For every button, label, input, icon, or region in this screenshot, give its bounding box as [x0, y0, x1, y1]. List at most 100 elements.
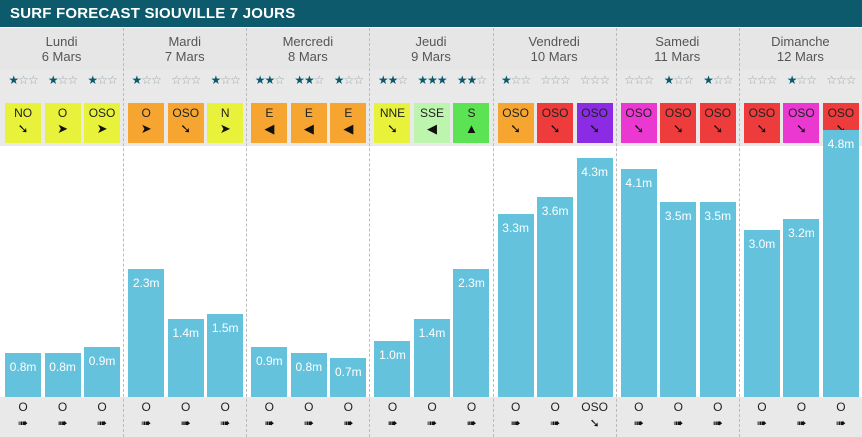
- wave-height-label: 3.5m: [664, 209, 692, 223]
- swell-direction-label: O: [57, 400, 68, 414]
- day-name: Mercredi: [282, 34, 334, 49]
- wind-direction: OSO: [502, 106, 529, 120]
- star-filled-icon: ★: [8, 73, 19, 87]
- wave-height-label: 1.0m: [379, 348, 406, 362]
- swell-direction: O ➠: [291, 397, 327, 437]
- stars-strip: [123, 70, 247, 94]
- wind-arrow-icon: ➘: [795, 121, 807, 136]
- swell-direction: O ➠: [621, 397, 657, 437]
- wind-box: OSO ➘: [743, 103, 780, 143]
- star-empty-icon: ☆: [520, 73, 532, 87]
- wave-height-bar: 3.0m: [743, 230, 780, 397]
- wind-direction: OSO: [664, 106, 692, 120]
- rating-stars: ☆☆☆: [742, 73, 782, 91]
- day-separator: [738, 28, 740, 437]
- swell-arrow-icon: ➠: [387, 416, 398, 430]
- wave-height-bar: 2.3m: [453, 269, 490, 397]
- wind-arrow-icon: ➘: [756, 121, 768, 136]
- star-filled-icon: ★: [294, 73, 305, 87]
- swell-arrow-icon: ➠: [835, 416, 846, 430]
- wind-box: E ◀: [251, 103, 288, 143]
- wave-height-bar: 0.9m: [251, 347, 288, 397]
- rating-stars: ☆☆☆: [535, 73, 575, 91]
- swell-direction: OSO ➘: [577, 397, 613, 437]
- wind-direction: SSE: [419, 106, 444, 120]
- wave-height-label: 1.4m: [172, 326, 200, 340]
- swell-arrow-icon: ➠: [180, 416, 191, 430]
- star-empty-icon: ☆: [106, 73, 118, 87]
- star-filled-icon: ★: [264, 73, 275, 87]
- stars-strip: [0, 70, 124, 94]
- day-name: Mardi: [168, 34, 201, 49]
- day-name: Lundi: [45, 34, 78, 49]
- rating-stars: ★☆☆: [496, 73, 536, 91]
- swell-strip: [615, 397, 739, 437]
- rating-stars: ★☆☆: [781, 73, 821, 91]
- wave-height-label: 2.3m: [132, 276, 160, 290]
- star-empty-icon: ☆: [806, 73, 817, 87]
- day-column: Mercredi 8 Mars ★★☆ E ◀ 0.9m O ➠ ★★☆ E ◀ 0.8m O ➠ ★☆☆ E…: [246, 28, 370, 437]
- wind-arrow-icon: ➘: [589, 121, 601, 136]
- day-name: Jeudi: [415, 34, 447, 49]
- wind-direction: OSO: [172, 106, 200, 120]
- star-empty-icon: ☆: [560, 73, 571, 87]
- swell-direction-label: O: [466, 400, 477, 414]
- swell-arrow-icon: ➠: [712, 416, 723, 430]
- stars-strip: [615, 70, 739, 94]
- wave-height-label: 0.8m: [295, 360, 323, 374]
- wind-arrow-icon: ➘: [835, 121, 847, 136]
- swell-direction: O ➠: [823, 397, 859, 437]
- swell-direction-label: O: [634, 400, 644, 414]
- wind-direction: OSO: [541, 106, 569, 120]
- wind-box: NO ➘: [5, 103, 42, 143]
- swell-direction: O ➠: [453, 397, 489, 437]
- swell-direction: O ➠: [84, 397, 120, 437]
- day-header: Jeudi 9 Mars: [369, 28, 493, 70]
- star-empty-icon: ☆: [836, 73, 847, 87]
- swell-direction-label: O: [427, 400, 437, 414]
- wave-height-label: 0.8m: [9, 360, 37, 374]
- wind-arrow-icon: ▲: [465, 121, 478, 136]
- swell-arrow-icon: ➠: [796, 416, 807, 430]
- day-column: Samedi 11 Mars ☆☆☆ OSO ➘ 4.1m O ➠ ★☆☆ OSO ➘ 3.5m O ➠ ★…: [615, 28, 739, 437]
- swell-direction-label: O: [141, 400, 151, 414]
- star-empty-icon: ☆: [141, 73, 152, 87]
- stars-strip: [246, 70, 370, 94]
- wind-arrow-icon: ◀: [343, 121, 354, 136]
- wave-height-bar: 2.3m: [128, 269, 165, 397]
- swell-direction-label: O: [18, 400, 28, 414]
- star-empty-icon: ☆: [97, 73, 108, 87]
- wave-height-label: 4.3m: [581, 165, 608, 179]
- wind-box: OSO ➘: [620, 103, 657, 143]
- wind-arrow-icon: ➘: [17, 121, 29, 136]
- swell-direction-label: O: [387, 400, 398, 414]
- wave-height-bar: 3.5m: [660, 202, 697, 397]
- wind-direction: E: [344, 106, 353, 120]
- title-bar: SURF FORECAST SIOUVILLE 7 JOURS: [0, 0, 862, 27]
- day-date: 7 Mars: [164, 49, 205, 64]
- rating-stars: ★☆☆: [82, 73, 122, 91]
- swell-direction-label: O: [181, 400, 191, 414]
- star-filled-icon: ★: [303, 73, 315, 87]
- wave-height-label: 3.5m: [704, 209, 732, 223]
- wind-box: OSO ➘: [167, 103, 204, 143]
- day-separator: [615, 28, 617, 437]
- swell-arrow-icon: ➠: [57, 416, 68, 430]
- star-empty-icon: ☆: [18, 73, 29, 87]
- wind-box: E ◀: [330, 103, 367, 143]
- star-empty-icon: ☆: [510, 73, 522, 87]
- wind-arrow-icon: ➤: [57, 121, 69, 136]
- wind-box: O ➤: [128, 103, 165, 143]
- star-empty-icon: ☆: [589, 73, 601, 87]
- day-header: Lundi 6 Mars: [0, 28, 124, 70]
- wave-height-bar: 0.8m: [290, 353, 327, 397]
- wind-box: E ◀: [290, 103, 327, 143]
- wave-height-label: 0.8m: [49, 360, 76, 374]
- swell-direction-label: O: [343, 400, 354, 414]
- star-empty-icon: ☆: [180, 73, 192, 87]
- swell-arrow-icon: ➘: [589, 416, 600, 430]
- star-empty-icon: ☆: [683, 73, 694, 87]
- wind-direction: OSO: [788, 106, 815, 120]
- wind-direction: O: [57, 106, 68, 120]
- wind-direction: S: [467, 106, 476, 120]
